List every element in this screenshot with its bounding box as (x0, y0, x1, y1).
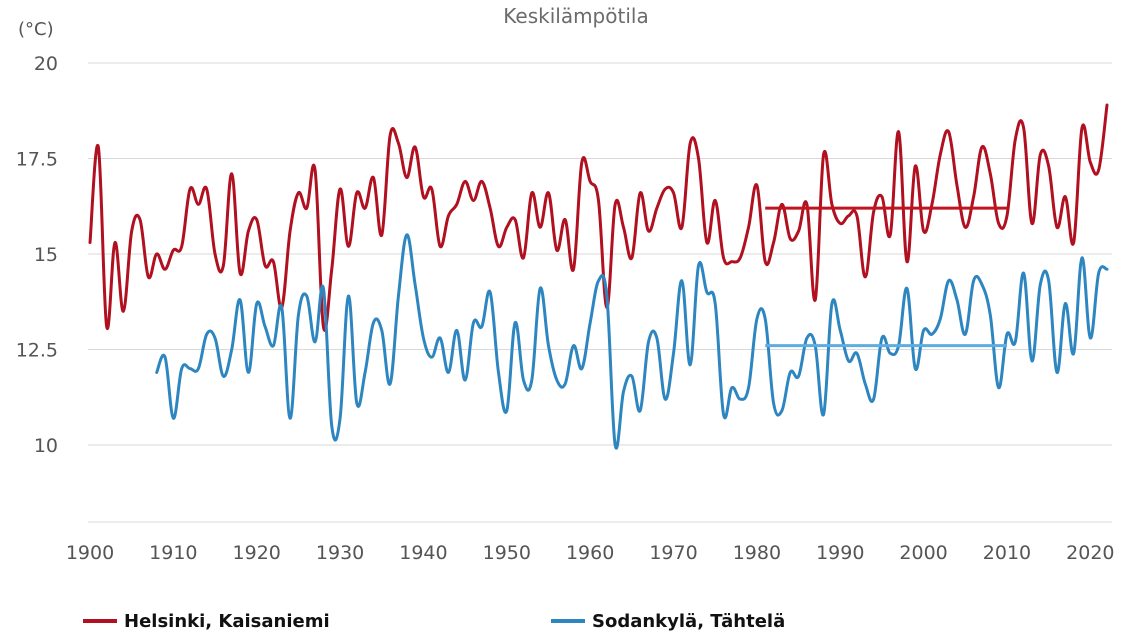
x-tick-label: 1930 (316, 542, 364, 564)
x-tick-label: 1970 (649, 542, 697, 564)
y-tick-label: 10 (34, 435, 58, 457)
gridlines (88, 62, 1112, 523)
x-tick-label: 1990 (816, 542, 864, 564)
data-series (88, 103, 1109, 450)
x-tick-label: 1980 (733, 542, 781, 564)
x-tick-label: 1960 (566, 542, 614, 564)
y-axis-ticks: 10 12.5 15 17.5 20 (16, 53, 58, 457)
legend-label-sodankyla: Sodankylä, Tähtelä (592, 611, 785, 632)
x-tick-label: 1900 (66, 542, 114, 564)
y-tick-label: 15 (34, 244, 58, 266)
x-tick-label: 1910 (149, 542, 197, 564)
x-tick-label: 1950 (483, 542, 531, 564)
chart-title: Keskilämpötila (503, 4, 648, 28)
x-tick-label: 2000 (899, 542, 947, 564)
legend: Helsinki, Kaisaniemi Sodankylä, Tähtelä (83, 611, 785, 632)
y-tick-label: 17.5 (16, 149, 58, 171)
x-axis-ticks: 1900 1910 1920 1930 1940 1950 1960 1970 1980 1990… (66, 542, 1115, 564)
x-tick-label: 1940 (399, 542, 447, 564)
series-line-helsinki (88, 103, 1109, 332)
legend-label-helsinki: Helsinki, Kaisaniemi (124, 611, 330, 632)
x-tick-label: 1920 (233, 542, 281, 564)
y-tick-label: 12.5 (16, 340, 58, 362)
series-line-sodankyla (155, 233, 1109, 450)
x-tick-label: 2020 (1066, 542, 1114, 564)
reference-mean-lines (765, 206, 1007, 348)
y-axis-unit-label: (°C) (18, 19, 54, 40)
y-tick-label: 20 (34, 53, 58, 75)
x-tick-label: 2010 (983, 542, 1031, 564)
